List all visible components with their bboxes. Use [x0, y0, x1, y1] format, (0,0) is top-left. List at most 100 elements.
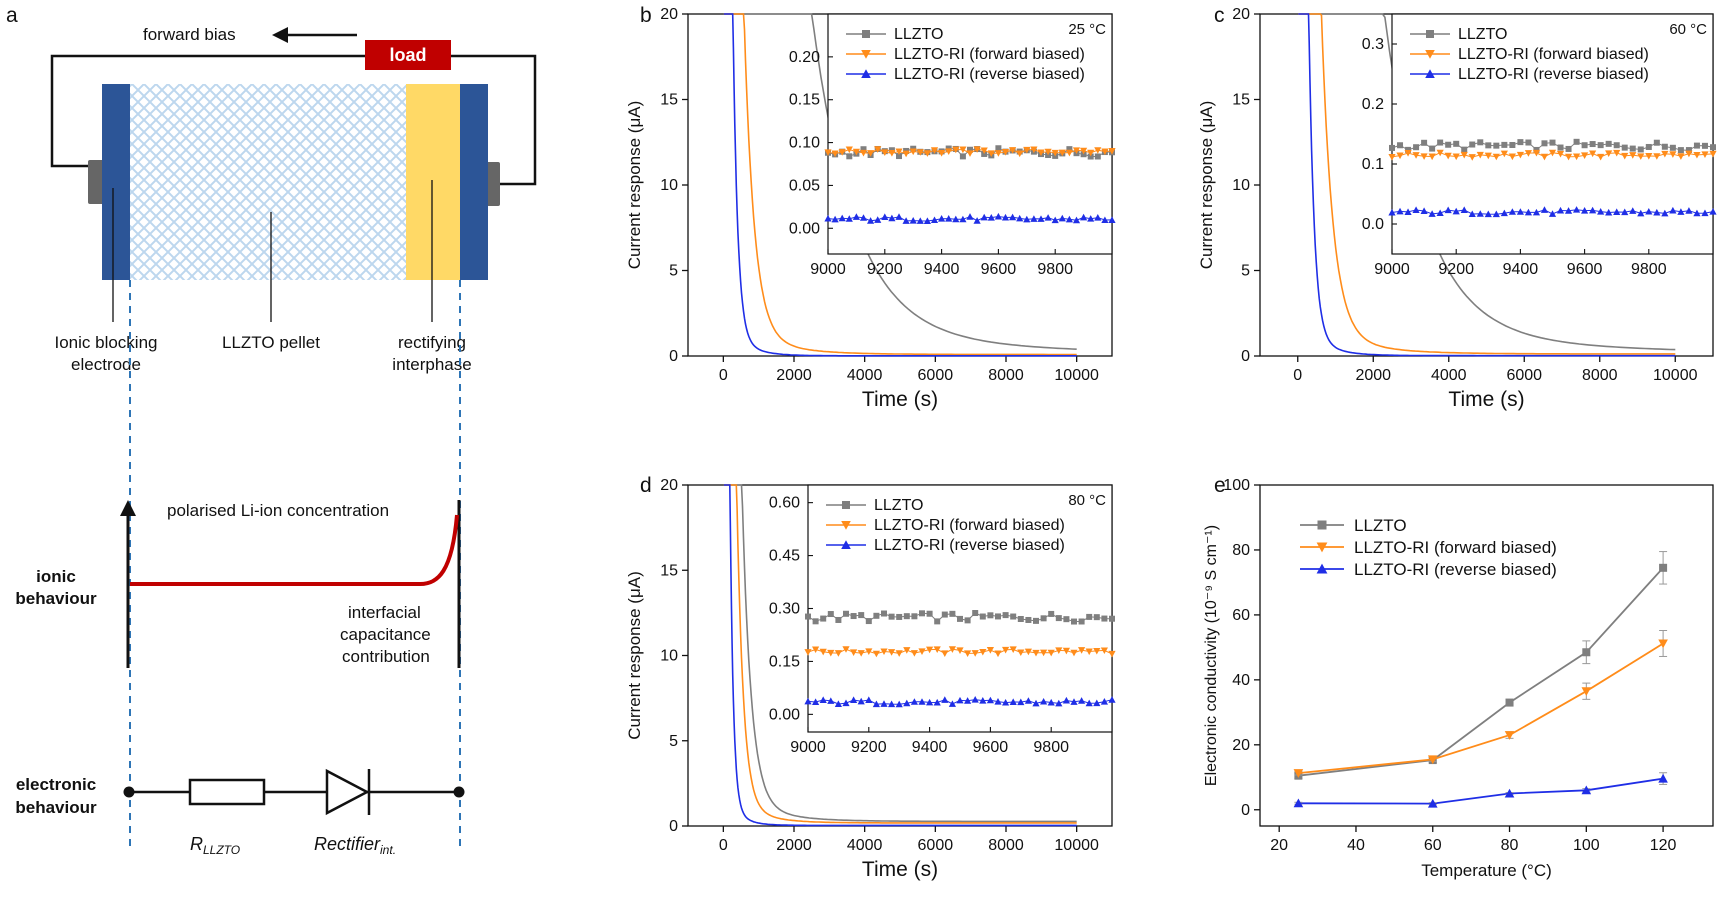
inset-marker-ri-reverse: [1621, 208, 1629, 216]
panel-letter-b: b: [640, 4, 652, 27]
inset-marker-ri-reverse: [1540, 206, 1549, 213]
inset-marker-ri-forward: [888, 150, 896, 157]
inset-marker-ri-reverse: [1564, 207, 1573, 214]
inset-x-tick-label: 9600: [981, 261, 1017, 278]
inset-marker-ri-reverse: [952, 215, 960, 223]
inset-marker-ri-reverse: [895, 700, 903, 708]
y-axis-label: Current response (μA): [1197, 101, 1216, 270]
decay-curve-ri-reverse: [1298, 13, 1676, 357]
x-tick-label: 0: [1293, 367, 1302, 384]
ionic-label-2: behaviour: [15, 589, 97, 608]
x-tick-label: 2000: [1355, 367, 1391, 384]
data-point-ri-forward: [1427, 755, 1438, 765]
inset-marker-ri-reverse: [1065, 215, 1073, 223]
inset-marker-llzto: [1087, 153, 1094, 160]
inset-marker-llzto: [1078, 618, 1085, 625]
inset-marker-ri-forward: [1500, 150, 1508, 158]
inset-marker-llzto: [896, 613, 903, 620]
diode-symbol: [325, 768, 370, 816]
x-tick-label: 120: [1650, 837, 1677, 854]
inset-marker-llzto: [1086, 613, 1093, 620]
inset-marker-ri-reverse: [1452, 207, 1460, 215]
inset-marker-ri-reverse: [1094, 213, 1102, 221]
inset-marker-llzto: [865, 618, 872, 625]
x-axis-label: Time (s): [862, 858, 938, 881]
inset-marker-ri-forward: [956, 647, 964, 654]
inset-marker-llzto: [1405, 146, 1412, 153]
y-tick-label: 5: [1241, 263, 1250, 280]
y-tick-label: 0: [669, 818, 678, 835]
inset-marker-ri-reverse: [1709, 207, 1717, 215]
temperature-label: 60 °C: [1669, 21, 1707, 38]
concentration-axis-arrowhead: [120, 500, 136, 516]
inset-x-tick-label: 9800: [1033, 739, 1069, 756]
inset-marker-ri-reverse: [1404, 208, 1412, 215]
inset-marker-llzto: [873, 612, 880, 619]
pellet-label: LLZTO pellet: [222, 333, 320, 352]
inset-x-tick-label: 9400: [912, 739, 948, 756]
inset-marker-ri-forward: [1037, 149, 1045, 157]
inset-marker-ri-forward: [867, 150, 875, 157]
inset-marker-ri-reverse: [1693, 209, 1701, 217]
legend-marker-ri-forward: [841, 521, 851, 530]
inset-marker-ri-reverse: [834, 700, 842, 707]
x-tick-label: 60: [1424, 837, 1442, 854]
inset-marker-ri-reverse: [824, 214, 832, 222]
inset-marker-llzto: [1501, 141, 1508, 148]
inset-marker-ri-forward: [952, 146, 960, 154]
legend-label-ri-reverse: LLZTO-RI (reverse biased): [894, 66, 1085, 83]
inset-marker-llzto: [1629, 145, 1636, 152]
inset-marker-ri-forward: [812, 646, 820, 654]
inset-marker-ri-reverse: [1047, 698, 1055, 706]
inset-marker-ri-reverse: [1085, 699, 1093, 707]
inset-marker-ri-forward: [1058, 149, 1066, 157]
legend-label-ri-forward: LLZTO-RI (forward biased): [1458, 46, 1649, 63]
left-terminal: [88, 160, 104, 204]
inset-marker-ri-reverse: [1032, 699, 1040, 707]
inset-marker-ri-forward: [1032, 649, 1040, 657]
inset-marker-ri-reverse: [930, 216, 939, 224]
electrode-label-2: electrode: [71, 355, 141, 374]
inset-marker-ri-reverse: [842, 699, 850, 707]
legend-marker-ri-forward: [1425, 50, 1435, 59]
inset-marker-ri-reverse: [888, 700, 896, 708]
inset-marker-llzto: [1597, 142, 1604, 149]
inset-marker-ri-forward: [880, 648, 888, 656]
x-tick-label: 8000: [1582, 367, 1618, 384]
legend-label-ri-forward: LLZTO-RI (forward biased): [894, 46, 1085, 63]
inset-marker-ri-forward: [971, 650, 979, 657]
inset-marker-llzto: [1653, 139, 1660, 146]
inset-marker-ri-reverse: [910, 698, 918, 705]
inset-marker-ri-forward: [859, 149, 868, 157]
inset-marker-ri-reverse: [1701, 209, 1709, 217]
inset-marker-ri-reverse: [1078, 697, 1086, 704]
inset-marker-ri-forward: [979, 648, 987, 656]
inset-marker-ri-reverse: [888, 214, 896, 222]
inset-marker-ri-reverse: [819, 696, 827, 703]
legend-label-ri-forward: LLZTO-RI (forward biased): [1354, 538, 1557, 557]
inset-marker-llzto: [911, 613, 918, 620]
inset-y-tick-label: 0.15: [789, 92, 820, 109]
inset-marker-ri-forward: [824, 149, 832, 156]
inset-marker-llzto: [1581, 142, 1588, 149]
data-point-ri-forward: [1581, 687, 1592, 697]
inset-marker-ri-reverse: [1009, 213, 1017, 221]
inset-marker-llzto: [1485, 142, 1492, 149]
inset-marker-ri-forward: [819, 648, 827, 656]
inset-marker-ri-reverse: [881, 213, 889, 220]
inset-marker-ri-forward: [1396, 152, 1404, 160]
inset-marker-ri-forward: [966, 150, 974, 157]
inset-marker-ri-forward: [895, 148, 903, 156]
inset-marker-ri-forward: [1070, 649, 1078, 657]
x-tick-label: 10000: [1653, 367, 1698, 384]
y-tick-label: 20: [660, 477, 678, 494]
inset-marker-ri-forward: [1062, 647, 1070, 655]
left-node: [123, 786, 135, 798]
legend-marker-ri-reverse: [841, 540, 851, 549]
inset-marker-llzto: [1071, 618, 1077, 625]
inset-marker-ri-reverse: [1396, 207, 1404, 215]
temperature-label: 25 °C: [1068, 21, 1106, 38]
inset-marker-ri-reverse: [1420, 207, 1428, 214]
legend-label-llzto: LLZTO: [1354, 516, 1407, 535]
inset-marker-ri-reverse: [831, 215, 839, 223]
